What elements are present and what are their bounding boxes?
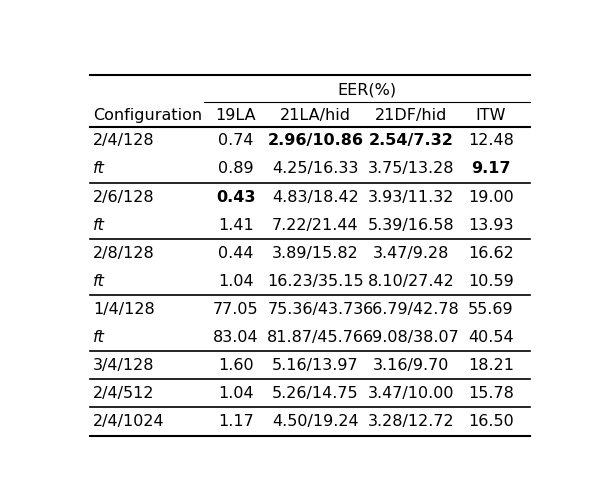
Text: 9.17: 9.17: [471, 161, 511, 176]
Text: 18.21: 18.21: [468, 358, 514, 373]
Text: 2/8/128: 2/8/128: [93, 246, 155, 260]
Text: ft: ft: [93, 161, 105, 176]
Text: ft: ft: [93, 330, 105, 345]
Text: 15.78: 15.78: [468, 386, 514, 401]
Text: 83.04: 83.04: [213, 330, 259, 345]
Text: 66.79/42.78: 66.79/42.78: [363, 302, 460, 317]
Text: 7.22/21.44: 7.22/21.44: [272, 218, 359, 233]
Text: 3.28/12.72: 3.28/12.72: [368, 414, 455, 429]
Text: 4.50/19.24: 4.50/19.24: [272, 414, 359, 429]
Text: 0.44: 0.44: [218, 246, 254, 260]
Text: 69.08/38.07: 69.08/38.07: [363, 330, 460, 345]
Text: 40.54: 40.54: [468, 330, 514, 345]
Text: EER(%): EER(%): [337, 82, 396, 97]
Text: ft: ft: [93, 274, 105, 289]
Text: 2.54/7.32: 2.54/7.32: [369, 133, 454, 148]
Text: 13.93: 13.93: [468, 218, 513, 233]
Text: 1.04: 1.04: [218, 386, 254, 401]
Text: 16.62: 16.62: [468, 246, 514, 260]
Text: 1.17: 1.17: [218, 414, 254, 429]
Text: 19LA: 19LA: [216, 108, 256, 123]
Text: 3.47/10.00: 3.47/10.00: [368, 386, 455, 401]
Text: 1.04: 1.04: [218, 274, 254, 289]
Text: 0.43: 0.43: [216, 190, 255, 205]
Text: 75.36/43.73: 75.36/43.73: [268, 302, 364, 317]
Text: 4.83/18.42: 4.83/18.42: [272, 190, 359, 205]
Text: 77.05: 77.05: [213, 302, 259, 317]
Text: 0.74: 0.74: [218, 133, 254, 148]
Text: 3.89/15.82: 3.89/15.82: [272, 246, 359, 260]
Text: 10.59: 10.59: [468, 274, 514, 289]
Text: 3/4/128: 3/4/128: [93, 358, 155, 373]
Text: 3.75/13.28: 3.75/13.28: [368, 161, 455, 176]
Text: 3.47/9.28: 3.47/9.28: [373, 246, 449, 260]
Text: 5.16/13.97: 5.16/13.97: [272, 358, 359, 373]
Text: 16.23/35.15: 16.23/35.15: [267, 274, 364, 289]
Text: 21LA/hid: 21LA/hid: [280, 108, 351, 123]
Text: 8.10/27.42: 8.10/27.42: [368, 274, 455, 289]
Text: 2/4/1024: 2/4/1024: [93, 414, 165, 429]
Text: 4.25/16.33: 4.25/16.33: [272, 161, 359, 176]
Text: 1/4/128: 1/4/128: [93, 302, 155, 317]
Text: Configuration: Configuration: [93, 108, 202, 123]
Text: 5.39/16.58: 5.39/16.58: [368, 218, 455, 233]
Text: 2/4/128: 2/4/128: [93, 133, 155, 148]
Text: 12.48: 12.48: [468, 133, 514, 148]
Text: 2/6/128: 2/6/128: [93, 190, 155, 205]
Text: ft: ft: [93, 218, 105, 233]
Text: 1.60: 1.60: [218, 358, 254, 373]
Text: 3.16/9.70: 3.16/9.70: [373, 358, 449, 373]
Text: 19.00: 19.00: [468, 190, 514, 205]
Text: 2.96/10.86: 2.96/10.86: [268, 133, 364, 148]
Text: 0.89: 0.89: [218, 161, 254, 176]
Text: 1.41: 1.41: [218, 218, 254, 233]
Text: 2/4/512: 2/4/512: [93, 386, 155, 401]
Text: ITW: ITW: [476, 108, 506, 123]
Text: 55.69: 55.69: [468, 302, 514, 317]
Text: 5.26/14.75: 5.26/14.75: [272, 386, 359, 401]
Text: 3.93/11.32: 3.93/11.32: [368, 190, 455, 205]
Text: 81.87/45.76: 81.87/45.76: [267, 330, 364, 345]
Text: 16.50: 16.50: [468, 414, 514, 429]
Text: 21DF/hid: 21DF/hid: [375, 108, 448, 123]
